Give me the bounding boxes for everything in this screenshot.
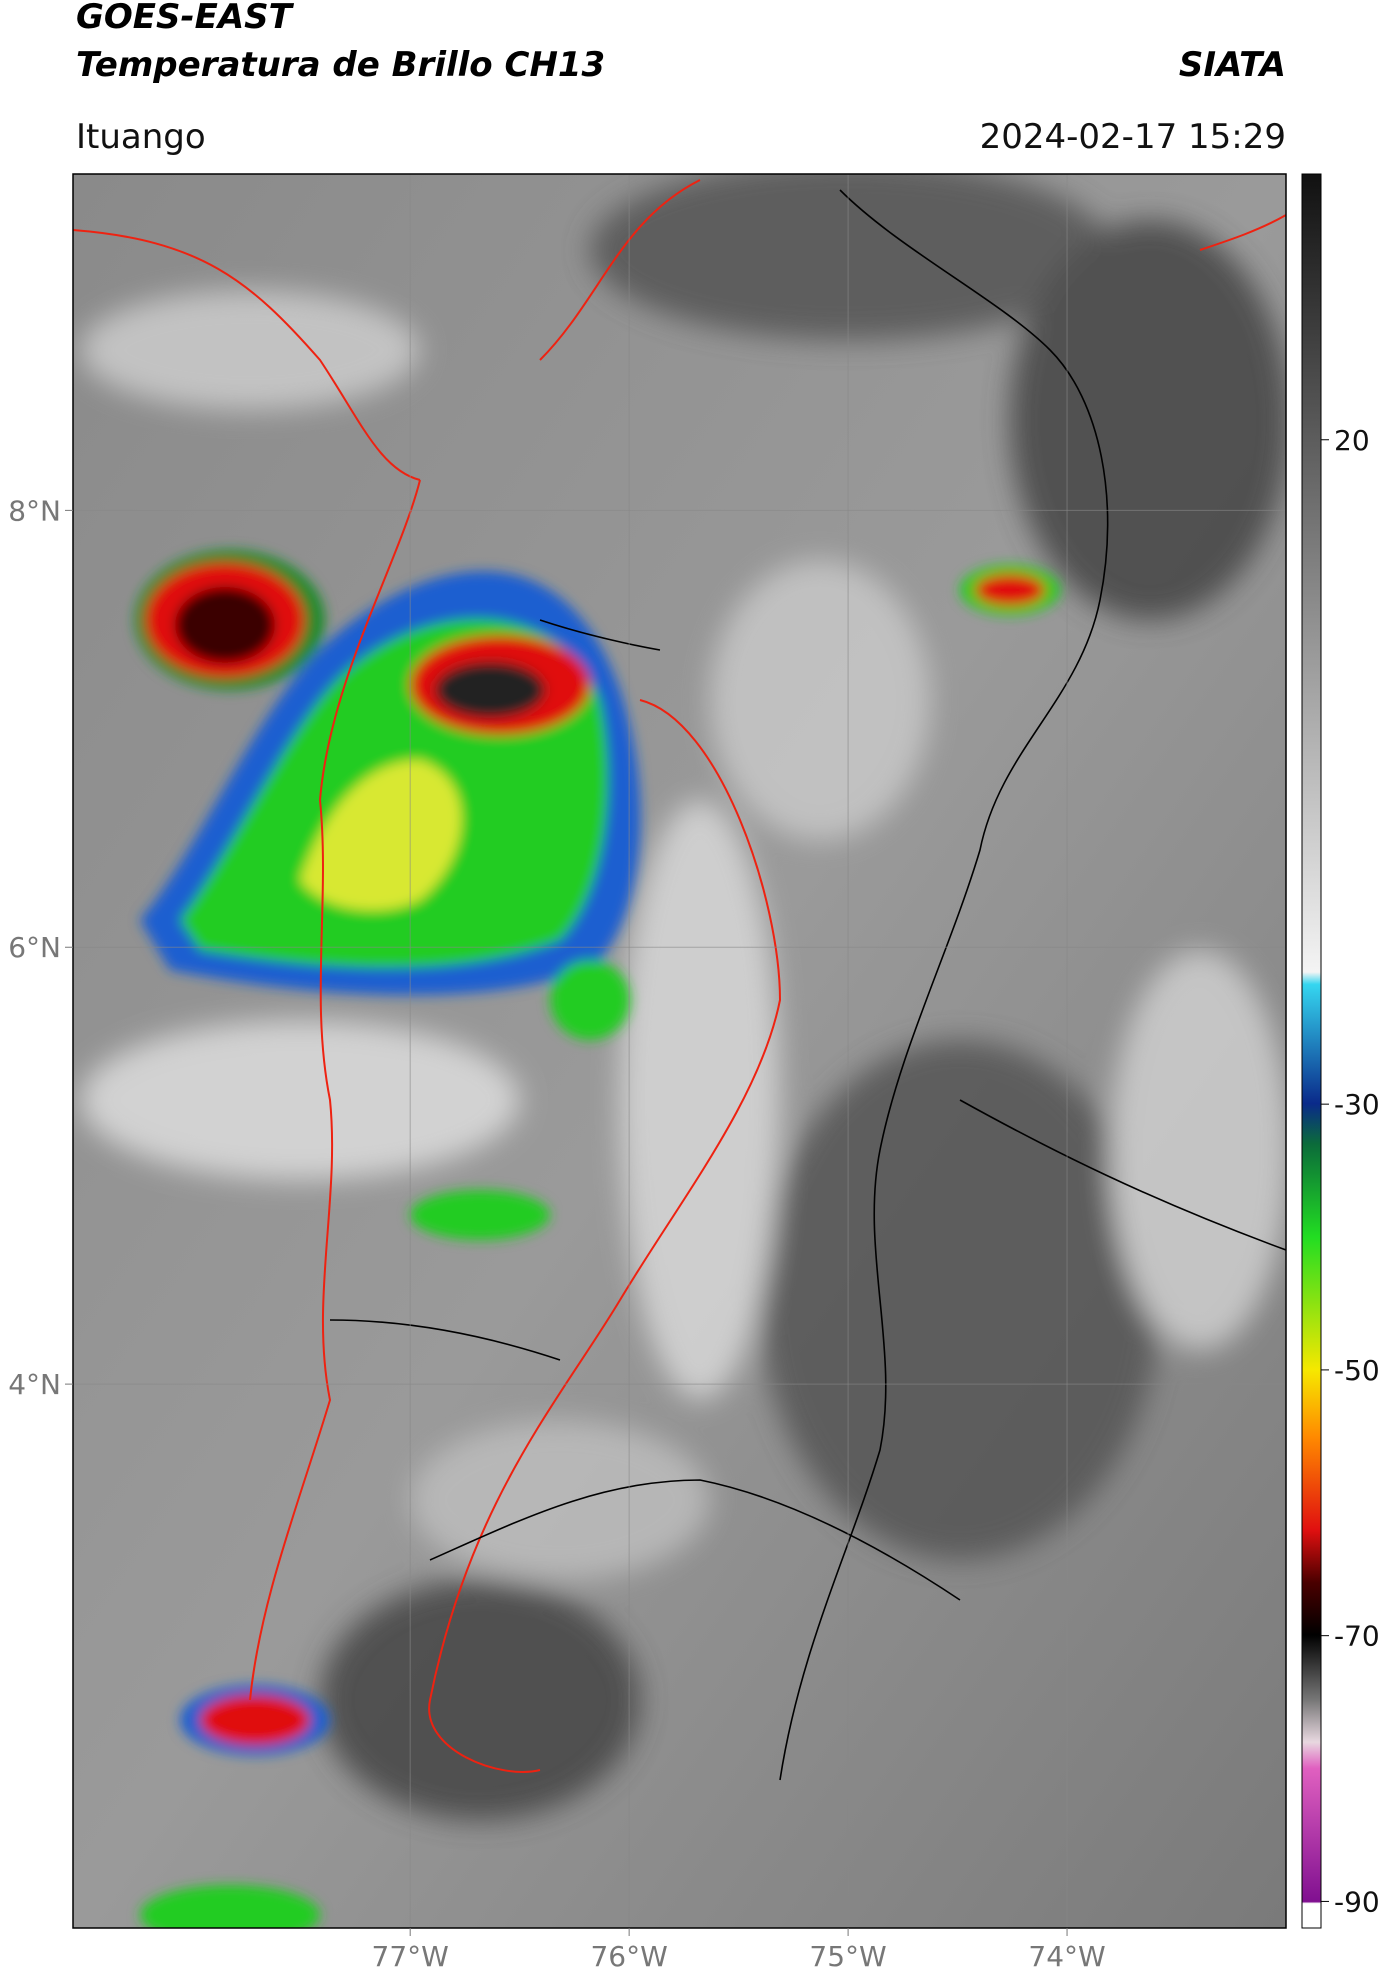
y-tick-label: 6°N: [8, 931, 61, 964]
grid: [73, 174, 1286, 1928]
colorbar: [1301, 173, 1322, 1929]
y-tick-label: 8°N: [8, 494, 61, 527]
y-tick-label: 4°N: [8, 1368, 61, 1401]
x-tick-label: 74°W: [1028, 1940, 1105, 1973]
satellite-image: [73, 174, 1286, 1928]
colorbar-tick-label: 20: [1334, 424, 1370, 457]
colorbar-tick-label: -90: [1334, 1885, 1380, 1918]
title: GOES-EAST: [76, 0, 295, 37]
x-tick-label: 76°W: [590, 1940, 667, 1973]
subtitle: Temperatura de Brillo CH13: [76, 45, 605, 85]
colorbar-tick-label: -50: [1334, 1354, 1380, 1387]
source: SIATA: [1179, 45, 1286, 85]
x-tick-label: 75°W: [809, 1940, 886, 1973]
x-tick-label: 77°W: [372, 1940, 449, 1973]
map-frame: [72, 173, 1287, 1929]
colorbar-tick-label: -70: [1334, 1620, 1380, 1653]
colorbar-tick-label: -30: [1334, 1088, 1380, 1121]
location: Ituango: [76, 117, 206, 157]
datetime: 2024-02-17 15:29: [980, 117, 1286, 157]
